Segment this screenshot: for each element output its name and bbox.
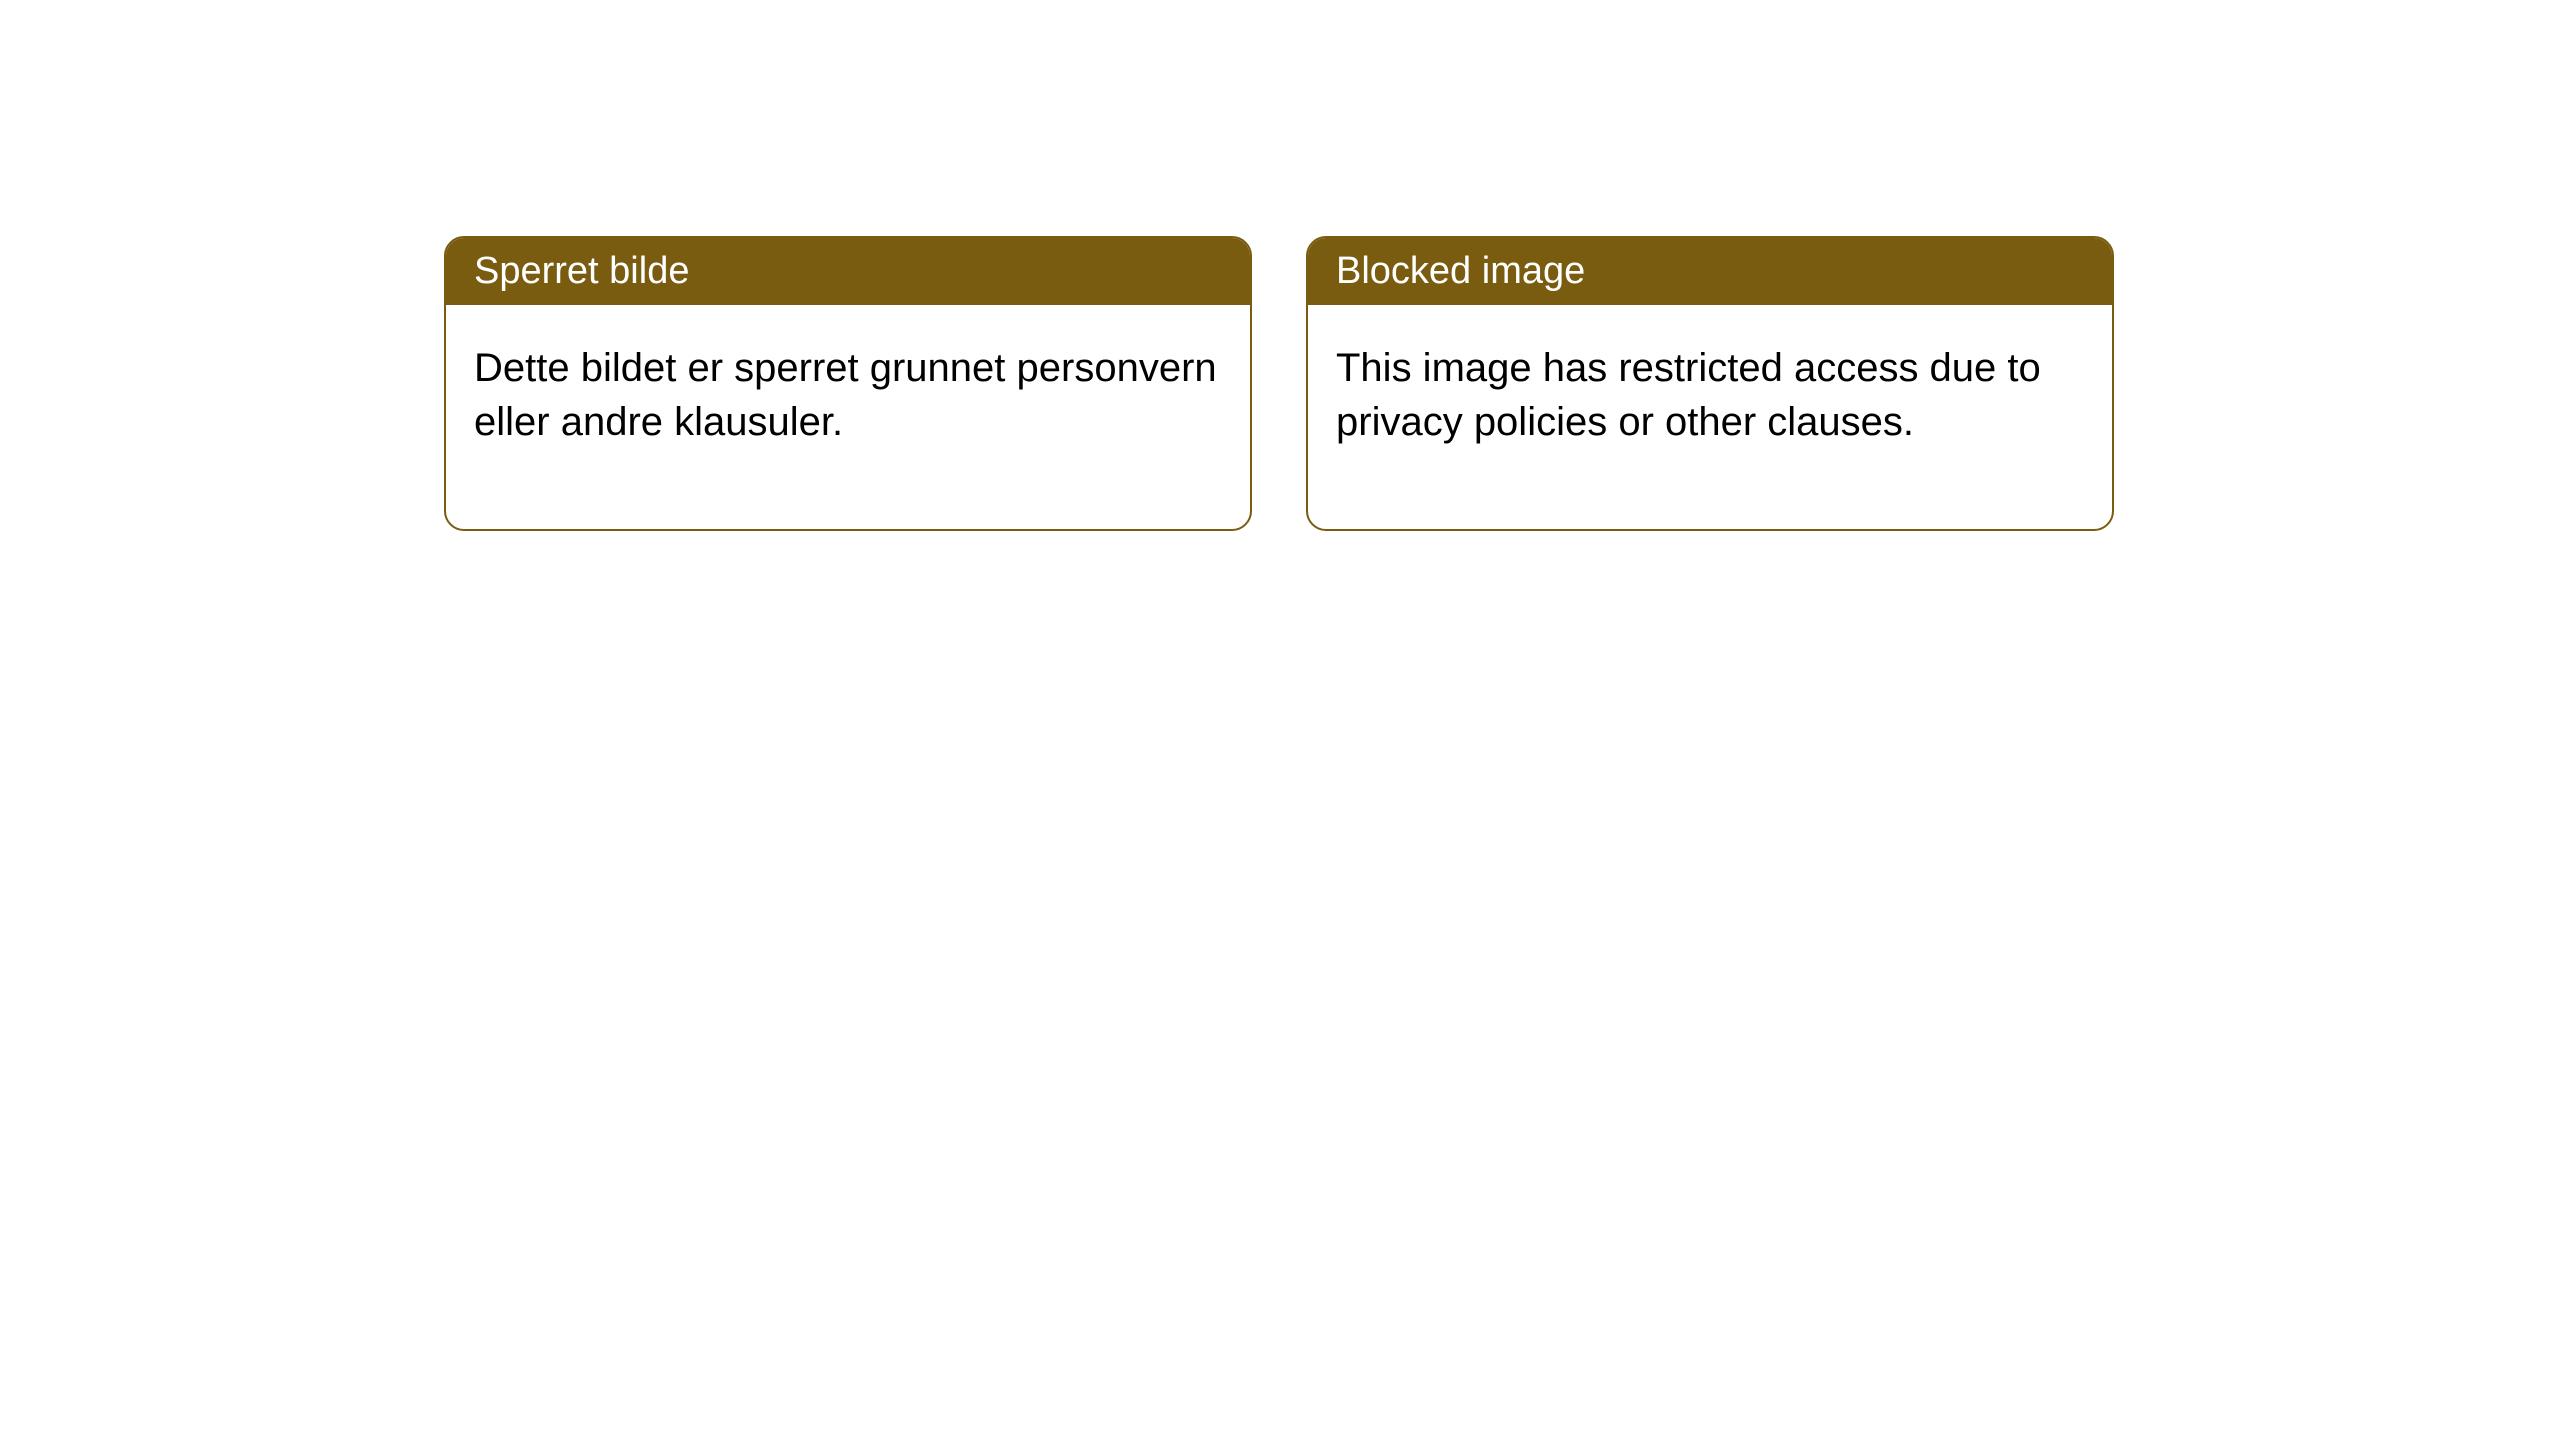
notice-box-norwegian: Sperret bilde Dette bildet er sperret gr…	[444, 236, 1252, 531]
notice-header-norwegian: Sperret bilde	[446, 238, 1250, 305]
notice-box-english: Blocked image This image has restricted …	[1306, 236, 2114, 531]
notice-body-english: This image has restricted access due to …	[1308, 305, 2112, 529]
notice-container: Sperret bilde Dette bildet er sperret gr…	[444, 236, 2114, 531]
notice-header-english: Blocked image	[1308, 238, 2112, 305]
notice-body-norwegian: Dette bildet er sperret grunnet personve…	[446, 305, 1250, 529]
